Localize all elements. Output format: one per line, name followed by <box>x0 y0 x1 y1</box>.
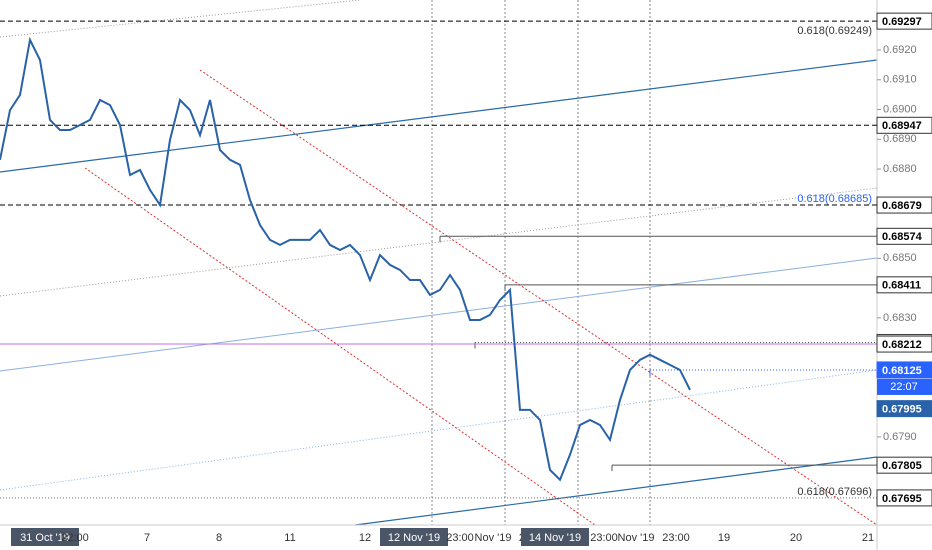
x-tick-label: 7 <box>144 532 150 544</box>
vertical-markers <box>431 0 651 525</box>
price-label: 0.68212 <box>882 339 922 351</box>
y-tick-label: 0.6880 <box>883 163 917 175</box>
price-label-box <box>876 12 932 30</box>
x-tick-label: 23:00 <box>446 532 474 544</box>
x-tick-label: 12 <box>359 532 371 544</box>
x-label-box <box>11 528 79 546</box>
price-label: 0.68947 <box>882 120 922 132</box>
trendline <box>354 456 878 526</box>
x-tick-label: 20 <box>790 532 802 544</box>
countdown: 22:07 <box>890 381 918 393</box>
y-tick-label: 0.6790 <box>883 431 917 443</box>
price-label: 0.67995 <box>882 404 922 416</box>
price-line <box>0 36 691 482</box>
trendlines <box>0 0 878 526</box>
trendline <box>0 257 878 372</box>
price-label-box <box>876 456 932 474</box>
price-label-box <box>876 276 932 294</box>
price-label-box <box>876 116 932 134</box>
fib-label: 0.618(0.67696) <box>797 486 872 498</box>
x-tick-label: 8 <box>216 532 222 544</box>
price-label-box <box>876 489 932 507</box>
x-tick-label: Nov '19 <box>618 532 655 544</box>
y-tick-label: 0.6850 <box>883 252 917 264</box>
x-label-box <box>380 528 448 546</box>
price-label-box <box>876 335 932 353</box>
fib-label: 0.618(0.68685) <box>797 193 872 205</box>
trendline <box>0 187 878 297</box>
x-tick-label: 11 <box>284 532 295 544</box>
trendline <box>0 0 361 38</box>
trendline <box>0 369 878 491</box>
y-tick-label: 0.6830 <box>883 312 917 324</box>
x-tick-label: Nov '19 <box>475 532 512 544</box>
price-label-box <box>876 400 932 418</box>
price-label: 0.68125 <box>882 365 922 377</box>
price-label: 0.69297 <box>882 16 922 28</box>
price-label-box <box>876 227 932 245</box>
x-tick-label: 21 <box>862 532 874 544</box>
x-tick-label: 22:00 <box>61 532 89 544</box>
x-tick-label: 14 Nov '19 <box>529 532 581 544</box>
price-label-box <box>876 361 932 379</box>
trendline <box>0 59 878 173</box>
x-tick-label: 31 Oct '19 <box>20 532 70 544</box>
countdown-box <box>877 378 932 395</box>
price-label: 0.67695 <box>882 493 922 505</box>
price-label-box <box>876 196 932 214</box>
x-label-box <box>521 528 589 546</box>
x-tick-label: 19 <box>718 532 730 544</box>
y-tick-label: 0.6890 <box>883 133 917 145</box>
fib-label: 0.618(0.69249) <box>797 25 872 37</box>
x-tick-label: 23:00 <box>662 532 690 544</box>
price-label: 0.68574 <box>882 231 923 243</box>
price-label: 0.67805 <box>882 460 922 472</box>
price-label: 0.68411 <box>882 280 921 292</box>
x-tick-label: 12 Nov '19 <box>388 532 440 544</box>
y-tick-label: 0.6910 <box>883 74 917 86</box>
x-tick-label: 23:00 <box>590 532 618 544</box>
price-label: 0.68679 <box>882 200 922 212</box>
y-tick-label: 0.6900 <box>883 103 917 115</box>
y-tick-label: 0.6920 <box>883 44 917 56</box>
